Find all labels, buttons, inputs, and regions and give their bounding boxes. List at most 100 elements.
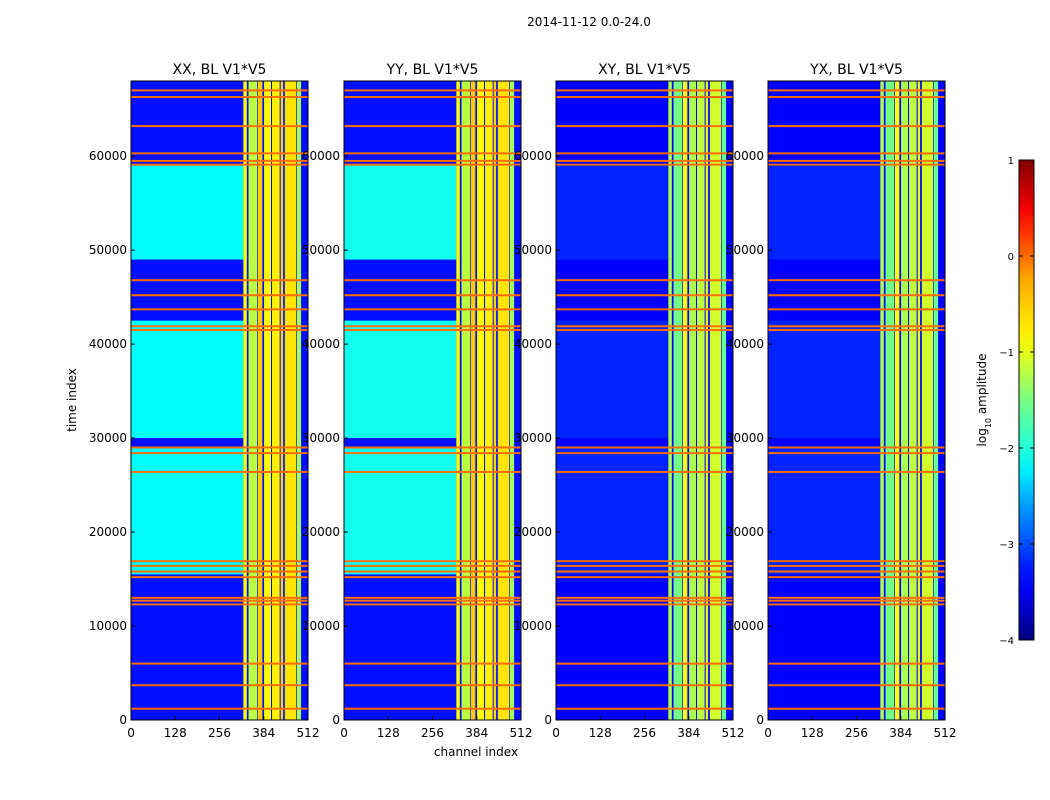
y-tick-label: 10000 [89, 619, 127, 633]
rfi-time-line [131, 470, 308, 473]
panel-title: YX, BL V1*V5 [809, 62, 903, 78]
colorbar: −4 −3 −2 −1 0 1 log10 amplitude [975, 156, 1035, 647]
rfi-channel-band [493, 81, 497, 720]
rfi-time-line [131, 89, 308, 92]
y-tick-label: 60000 [89, 149, 127, 163]
x-tick-label: 128 [164, 726, 187, 740]
y-tick-label: 20000 [302, 525, 340, 539]
rfi-time-line [556, 599, 733, 602]
rfi-time-line [768, 89, 945, 92]
bright-time-region [768, 447, 881, 575]
y-tick-label: 30000 [302, 431, 340, 445]
rfi-time-line [768, 707, 945, 710]
rfi-time-line [556, 470, 733, 473]
y-tick-label: 0 [544, 713, 552, 727]
panel-title: YY, BL V1*V5 [386, 62, 479, 78]
rfi-time-line [556, 308, 733, 311]
bright-time-region [131, 447, 244, 575]
rfi-time-line [131, 599, 308, 602]
rfi-channel-band [296, 81, 302, 720]
heatmap-image [344, 81, 521, 720]
rfi-time-line [344, 560, 521, 563]
colorbar-tick-label: −3 [999, 540, 1014, 551]
rfi-channel-band [697, 81, 705, 720]
bright-time-region [556, 165, 669, 260]
rfi-time-line [131, 662, 308, 665]
rfi-channel-band [933, 81, 939, 720]
rfi-time-line [344, 662, 521, 665]
rfi-time-line [131, 152, 308, 155]
y-tick-label: 60000 [514, 149, 552, 163]
rfi-time-line [556, 95, 733, 98]
rfi-channel-band [909, 81, 917, 720]
rfi-time-line [344, 95, 521, 98]
x-tick-label: 384 [677, 726, 700, 740]
rfi-time-line [344, 570, 521, 573]
rfi-time-line [556, 125, 733, 128]
rfi-time-line [131, 564, 308, 567]
rfi-time-line [131, 325, 308, 328]
panel: XX, BL V1*V5 0 128 256 384 512 0 10000 20000 3000… [89, 62, 320, 740]
y-axis-label: time index [65, 368, 79, 432]
y-tick-label: 0 [756, 713, 764, 727]
rfi-time-line [344, 452, 521, 455]
bright-time-region [131, 165, 244, 260]
rfi-channel-band [257, 81, 263, 720]
rfi-time-line [131, 329, 308, 332]
figure-suptitle: 2014-11-12 0.0-24.0 [527, 15, 651, 29]
rfi-channel-band [248, 81, 258, 720]
rfi-time-line [344, 603, 521, 606]
rfi-time-line [768, 95, 945, 98]
bright-time-region [344, 320, 457, 439]
rfi-time-line [556, 329, 733, 332]
x-tick-label: 512 [722, 726, 745, 740]
rfi-channel-band [880, 81, 884, 720]
rfi-channel-band [917, 81, 921, 720]
rfi-time-line [131, 125, 308, 128]
rfi-time-line [131, 279, 308, 282]
rfi-time-line [768, 152, 945, 155]
bright-time-region [131, 320, 244, 439]
y-tick-label: 30000 [726, 431, 764, 445]
rfi-time-line [768, 446, 945, 449]
x-tick-label: 128 [589, 726, 612, 740]
rfi-time-line [768, 599, 945, 602]
x-tick-label: 512 [297, 726, 320, 740]
rfi-time-line [131, 707, 308, 710]
rfi-time-line [768, 308, 945, 311]
y-tick-label: 50000 [302, 243, 340, 257]
rfi-time-line [768, 159, 945, 162]
rfi-time-line [344, 89, 521, 92]
rfi-channel-band [470, 81, 476, 720]
rfi-channel-band [509, 81, 515, 720]
y-tick-label: 10000 [514, 619, 552, 633]
colorbar-tick-label: −2 [999, 444, 1014, 455]
rfi-time-line [768, 329, 945, 332]
rfi-channel-band [709, 81, 722, 720]
rfi-channel-band [721, 81, 727, 720]
rfi-time-line [344, 564, 521, 567]
rfi-time-line [556, 560, 733, 563]
rfi-channel-band [682, 81, 688, 720]
y-tick-label: 10000 [302, 619, 340, 633]
rfi-time-line [556, 279, 733, 282]
x-tick-label: 512 [934, 726, 957, 740]
rfi-time-line [344, 294, 521, 297]
rfi-time-line [344, 446, 521, 449]
rfi-time-line [768, 576, 945, 579]
bright-time-region [344, 447, 457, 575]
y-tick-label: 30000 [89, 431, 127, 445]
rfi-time-line [344, 707, 521, 710]
colorbar-tick-label: 1 [1008, 156, 1014, 167]
rfi-time-line [131, 159, 308, 162]
rfi-time-line [344, 308, 521, 311]
rfi-channel-band [243, 81, 247, 720]
rfi-channel-band [689, 81, 697, 720]
rfi-channel-band [885, 81, 895, 720]
rfi-time-line [556, 707, 733, 710]
y-tick-label: 0 [332, 713, 340, 727]
rfi-time-line [768, 596, 945, 599]
x-tick-label: 256 [421, 726, 444, 740]
panel-title: XY, BL V1*V5 [598, 62, 691, 78]
